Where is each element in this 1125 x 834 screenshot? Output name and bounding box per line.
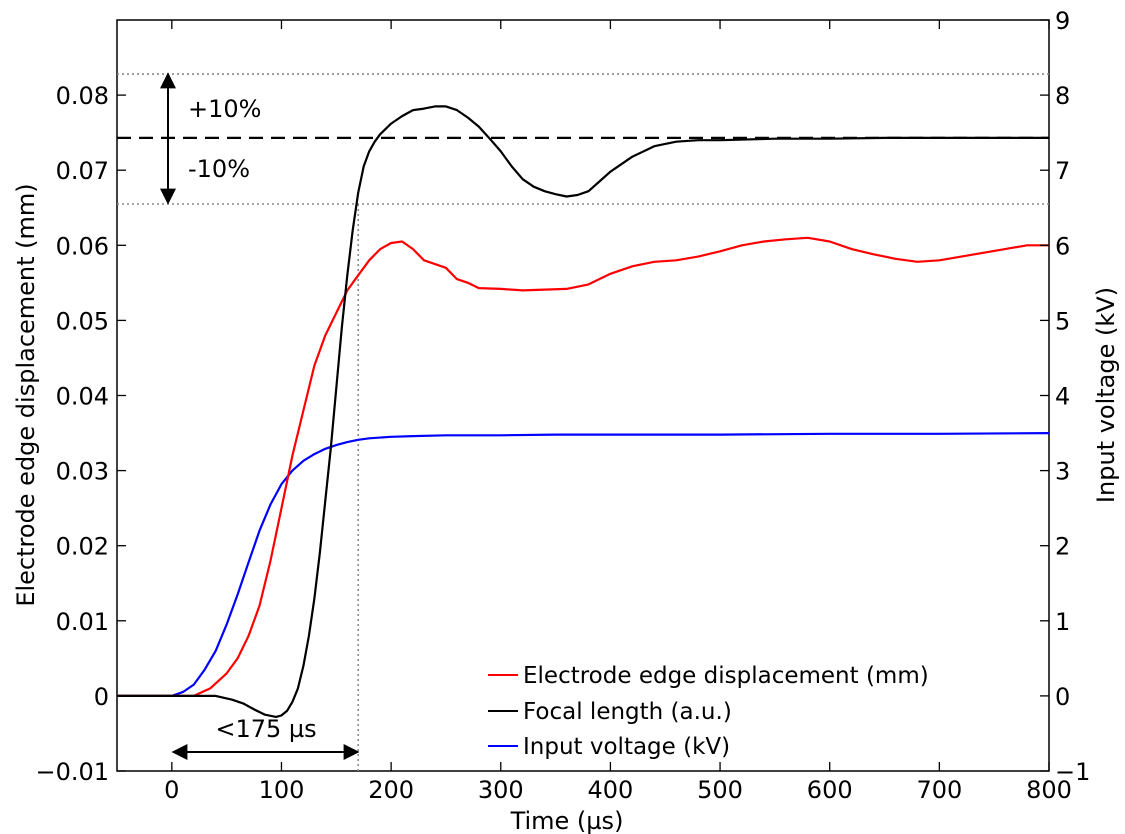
plot-area [116,19,1050,772]
x-tick-label: 700 [916,776,962,804]
y2-tick-label: 3 [1055,458,1070,486]
y-tick-label: 0.01 [56,608,109,636]
y-tick-label: 0.07 [56,157,109,185]
y2-tick-label: −1 [1055,758,1090,786]
x-tick-label: 300 [478,776,524,804]
minus-ten-percent-label: -10% [188,155,250,183]
y2-tick-label: 8 [1055,82,1070,110]
y-tick-label: 0.06 [56,232,109,260]
y2-tick-label: 9 [1055,7,1070,35]
x-tick-label: 200 [368,776,414,804]
y2-tick-label: 1 [1055,608,1070,636]
y2-tick-label: 2 [1055,533,1070,561]
tolerance-annotation: +10% -10% [160,72,261,205]
y2-tick-label: 6 [1055,232,1070,260]
x-tick-label: 0 [164,776,179,804]
x-tick-label: 400 [588,776,634,804]
y-tick-label: 0.08 [56,82,109,110]
x-axis-title: Time (µs) [510,807,624,834]
y-tick-label: 0 [94,683,109,711]
x-tick-label: 800 [1026,776,1072,804]
y-tick-label: 0.04 [56,383,109,411]
y-tick-label: 0.05 [56,307,109,335]
x-tick-label: 500 [697,776,743,804]
time-span-label: <175 µs [215,715,316,743]
legend-label-input-voltage: Input voltage (kV) [523,734,730,760]
y-tick-label: 0.03 [56,458,109,486]
input-voltage-series-line [117,432,1050,698]
y-axis-title: Electrode edge displacement (mm) [12,183,40,606]
y-tick-label: 0.02 [56,533,109,561]
displacement-series-line [117,236,1049,698]
legend-label-displacement: Electrode edge displacement (mm) [523,663,929,689]
y2-tick-label: 5 [1055,307,1070,335]
x-tick-label: 100 [259,776,305,804]
y2-tick-label: 4 [1055,383,1070,411]
x-tick-label: 600 [807,776,853,804]
y-tick-label: −0.01 [35,758,109,786]
time-span-annotation: <175 µs [171,715,360,760]
focal-length-series-line [117,105,1049,719]
y2-tick-label: 0 [1055,683,1070,711]
legend: Electrode edge displacement (mm) Focal l… [488,663,929,760]
y2-tick-label: 7 [1055,157,1070,185]
plus-ten-percent-label: +10% [188,95,261,123]
legend-label-focal-length: Focal length (a.u.) [523,699,732,725]
y2-axis-title: Input voltage (kV) [1092,287,1120,503]
